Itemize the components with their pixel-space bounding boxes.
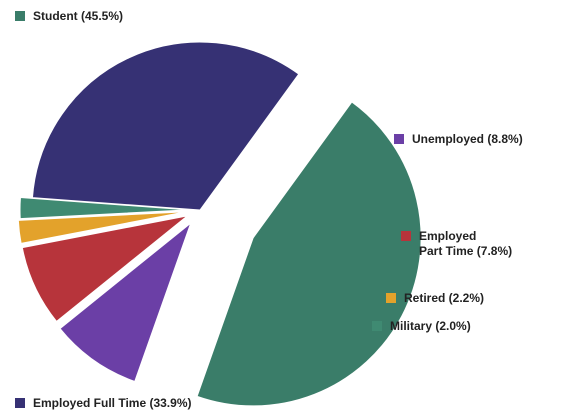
legend-swatch-employed-full-time [15,398,25,408]
legend-item-employed-full-time: Employed Full Time (33.9%) [15,396,191,411]
legend-item-unemployed: Unemployed (8.8%) [394,132,523,147]
legend-swatch-student [15,11,25,21]
legend-label-employed-part-time-line1: Employed [419,229,477,243]
legend-label-employed-part-time-line2: Part Time (7.8%) [419,244,513,258]
legend-label-student: Student (45.5%) [33,9,124,23]
pie-slice-employed-part-time [21,215,188,323]
legend-item-retired: Retired (2.2%) [386,291,484,306]
legend-label-military: Military (2.0%) [390,319,471,333]
legend-item-military: Military (2.0%) [372,319,471,334]
legend-swatch-employed-part-time [401,231,411,241]
pie-slice-military [19,197,189,220]
legend-swatch-retired [386,293,396,303]
pie-slice-employed-full-time [31,41,300,211]
legend-item-employed-part-time: Employed Part Time (7.8%) [401,229,512,259]
legend-item-student: Student (45.5%) [15,9,123,24]
legend-label-retired: Retired (2.2%) [404,291,485,305]
pie-slice-unemployed [59,221,192,383]
legend-label-employed-full-time: Employed Full Time (33.9%) [33,396,192,410]
pie-slice-student [196,101,422,407]
pie-slice-retired [17,211,187,245]
legend-swatch-unemployed [394,134,404,144]
legend-label-unemployed: Unemployed (8.8%) [412,132,523,146]
legend-swatch-military [372,321,382,331]
